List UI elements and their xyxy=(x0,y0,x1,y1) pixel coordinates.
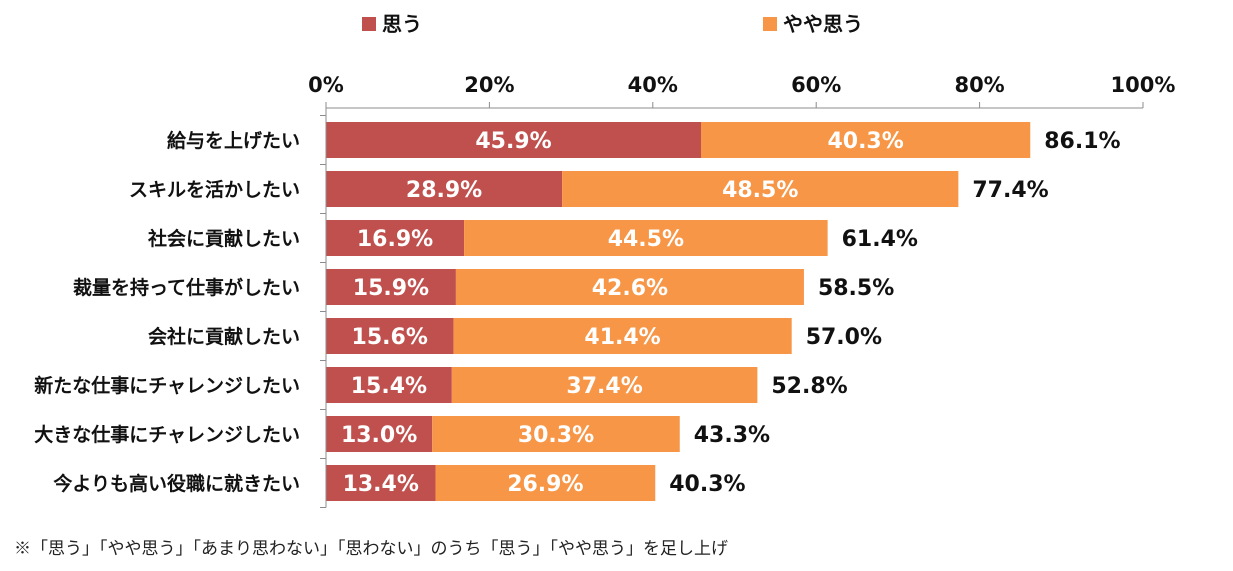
bar-value-label: 42.6% xyxy=(592,276,668,301)
bar-segment xyxy=(326,416,433,452)
x-tick-label: 80% xyxy=(954,73,1004,97)
footnote: ※「思う」「やや思う」「あまり思わない」「思わない」のうち「思う」「やや思う」を… xyxy=(14,539,728,559)
bar-segment xyxy=(451,367,758,403)
bar-value-label: 30.3% xyxy=(518,423,594,448)
category-label: 新たな仕事にチャレンジしたい xyxy=(34,374,300,397)
x-tick-label: 100% xyxy=(1111,73,1176,97)
legend-label: やや思う xyxy=(783,12,863,36)
total-value-label: 40.3% xyxy=(669,472,745,497)
bar-segment xyxy=(326,367,452,403)
total-value-label: 86.1% xyxy=(1044,129,1120,154)
bar-value-label: 13.0% xyxy=(341,423,417,448)
bar-segment xyxy=(326,171,563,207)
legend-label: 思う xyxy=(382,12,422,36)
x-tick-label: 0% xyxy=(308,73,344,97)
bar-value-label: 26.9% xyxy=(507,472,583,497)
bar-segment xyxy=(562,171,959,207)
bar-segment xyxy=(326,269,456,305)
bar-value-label: 40.3% xyxy=(827,129,903,154)
legend-swatch xyxy=(763,17,777,31)
category-label: 給与を上げたい xyxy=(167,129,300,152)
bar-value-label: 13.4% xyxy=(343,472,419,497)
bar-segment xyxy=(326,318,454,354)
x-tick-label: 40% xyxy=(628,73,678,97)
category-label: 大きな仕事にチャレンジしたい xyxy=(34,423,300,446)
bar-value-label: 44.5% xyxy=(608,227,684,252)
bar-value-label: 48.5% xyxy=(722,178,798,203)
x-tick-label: 60% xyxy=(791,73,841,97)
bar-segment xyxy=(701,122,1031,158)
category-label: 会社に貢献したい xyxy=(148,325,300,348)
bar-segment xyxy=(326,122,702,158)
x-tick-label: 20% xyxy=(464,73,514,97)
bar-segment xyxy=(326,465,436,501)
category-label: スキルを活かしたい xyxy=(129,178,300,201)
bar-segment xyxy=(453,318,792,354)
bar-value-label: 28.9% xyxy=(406,178,482,203)
bar-value-label: 41.4% xyxy=(584,325,660,350)
total-value-label: 43.3% xyxy=(694,423,770,448)
bar-value-label: 37.4% xyxy=(566,374,642,399)
bar-segment xyxy=(455,269,804,305)
total-value-label: 58.5% xyxy=(818,276,894,301)
legend-swatch xyxy=(362,17,376,31)
total-value-label: 57.0% xyxy=(806,325,882,350)
category-label: 今よりも高い役職に就きたい xyxy=(52,472,300,495)
bar-value-label: 16.9% xyxy=(357,227,433,252)
total-value-label: 52.8% xyxy=(771,374,847,399)
category-label: 裁量を持って仕事がしたい xyxy=(73,276,300,299)
bar-value-label: 15.4% xyxy=(351,374,427,399)
bar-value-label: 45.9% xyxy=(475,129,551,154)
bar-value-label: 15.6% xyxy=(352,325,428,350)
total-value-label: 77.4% xyxy=(972,178,1048,203)
bar-segment xyxy=(326,220,465,256)
bar-segment xyxy=(464,220,828,256)
stacked-bar-chart: 思う やや思う 0% 20% 40% 60% 80% 100% 45.9% 40.3% 86.1% 給… xyxy=(34,12,1176,508)
category-label: 社会に貢献したい xyxy=(147,227,300,250)
bar-value-label: 15.9% xyxy=(353,276,429,301)
total-value-label: 61.4% xyxy=(842,227,918,252)
bar-segment xyxy=(432,416,680,452)
bar-segment xyxy=(435,465,656,501)
